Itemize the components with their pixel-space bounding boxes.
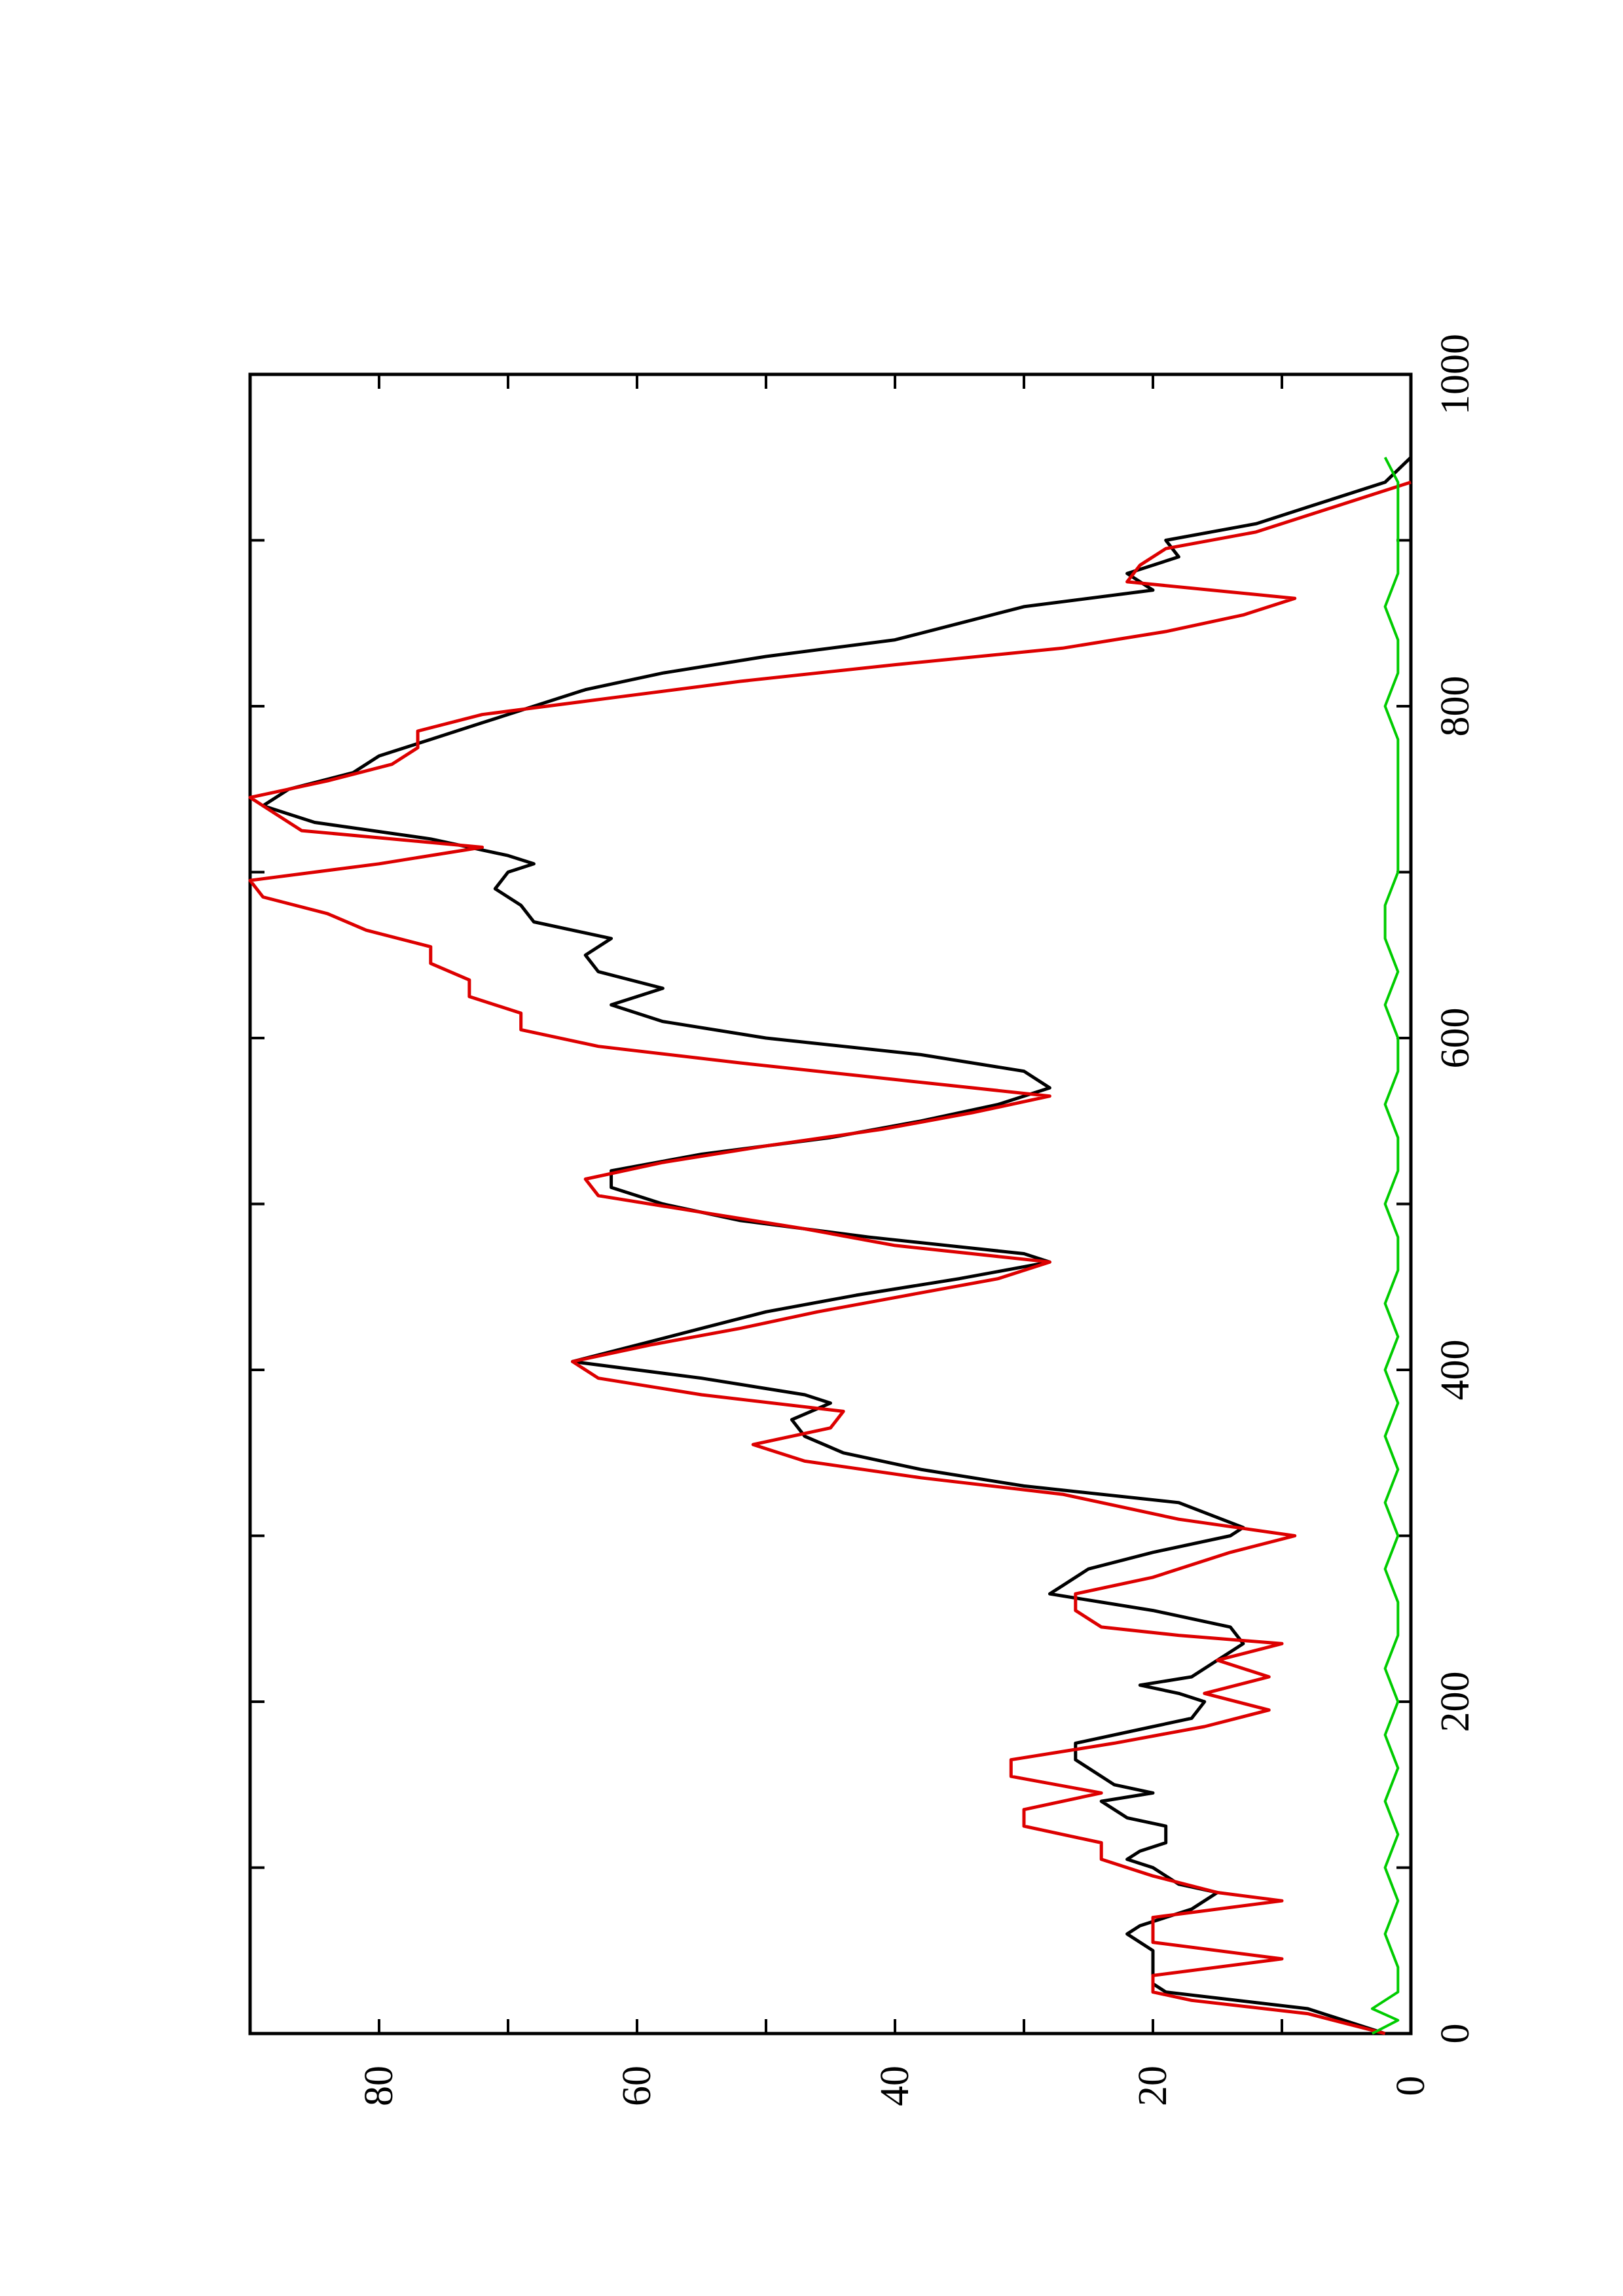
y-tick-label: 80 [357,2066,401,2106]
series-red-line [248,480,1412,2036]
series-green-line [1370,456,1400,2035]
x-tick-label: 600 [1433,1008,1478,1069]
axis-tick-labels: 0 200 400 600 800 1000 0 20 40 60 80 [357,334,1478,2106]
plot-frame [248,372,1413,2036]
y-tick-label: 60 [615,2066,659,2106]
axis-ticks [249,373,1412,2035]
series-lines [248,456,1412,2036]
x-tick-label: 800 [1433,676,1478,737]
x-tick-label: 0 [1433,2024,1478,2044]
y-tick-label: 20 [1131,2066,1175,2106]
y-tick-label: 40 [873,2066,917,2106]
series-black-line [261,456,1412,2036]
x-tick-label: 1000 [1433,334,1478,415]
x-tick-label: 200 [1433,1672,1478,1732]
y-tick-label: 0 [1389,2076,1433,2096]
x-tick-label: 400 [1433,1340,1478,1401]
